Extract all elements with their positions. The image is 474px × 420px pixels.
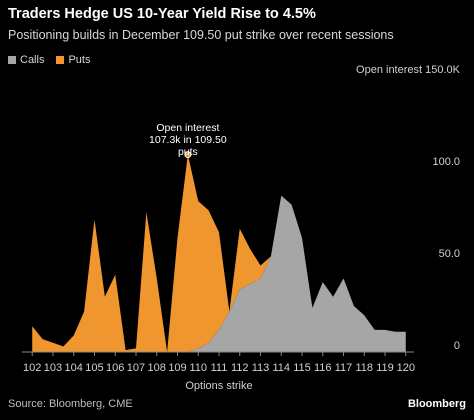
legend-item-calls: Calls xyxy=(8,54,44,66)
chart-title: Traders Hedge US 10-Year Yield Rise to 4… xyxy=(8,6,316,22)
x-tick-label: 117 xyxy=(335,362,353,374)
x-tick-label: 113 xyxy=(252,362,270,374)
x-tick-label: 110 xyxy=(189,362,207,374)
legend-swatch-calls xyxy=(8,56,16,64)
annotation-marker xyxy=(184,151,192,159)
x-tick-label: 120 xyxy=(397,362,415,374)
x-tick-label: 107 xyxy=(127,362,145,374)
y-tick-label: 100.0 xyxy=(432,156,460,168)
y-tick-label: Open interest 150.0K xyxy=(356,64,461,76)
legend-label-puts: Puts xyxy=(68,54,91,66)
x-tick-label: 102 xyxy=(23,362,41,374)
legend-item-puts: Puts xyxy=(56,54,90,66)
x-tick-label: 119 xyxy=(376,362,394,374)
brand-logo: Bloomberg xyxy=(407,398,466,410)
legend-label-calls: Calls xyxy=(20,54,45,66)
x-tick-label: 108 xyxy=(148,362,166,374)
annotation-text: puts xyxy=(178,146,198,158)
x-tick-label: 109 xyxy=(168,362,186,374)
series-area-puts xyxy=(32,154,406,352)
x-tick-label: 112 xyxy=(231,362,249,374)
x-tick-label: 115 xyxy=(293,362,311,374)
x-tick-label: 104 xyxy=(65,362,83,374)
legend: Calls Puts xyxy=(8,54,102,66)
x-tick-label: 111 xyxy=(211,362,228,374)
x-tick-label: 116 xyxy=(314,362,332,374)
x-tick-label: 105 xyxy=(85,362,103,374)
annotation-text: 107.3k in 109.50 xyxy=(149,134,227,146)
chart-subtitle: Positioning builds in December 109.50 pu… xyxy=(8,28,394,42)
source-note: Source: Bloomberg, CME xyxy=(8,398,133,410)
x-tick-label: 118 xyxy=(355,362,373,374)
x-tick-label: 106 xyxy=(106,362,124,374)
y-tick-label: 50.0 xyxy=(439,248,460,260)
x-tick-label: 103 xyxy=(44,362,62,374)
legend-swatch-puts xyxy=(56,56,65,64)
x-axis-label: Options strike xyxy=(185,380,252,392)
x-tick-label: 114 xyxy=(272,362,290,374)
series-area-calls xyxy=(32,195,406,352)
y-tick-label: 0 xyxy=(454,340,460,352)
annotation-text: Open interest xyxy=(156,122,219,134)
